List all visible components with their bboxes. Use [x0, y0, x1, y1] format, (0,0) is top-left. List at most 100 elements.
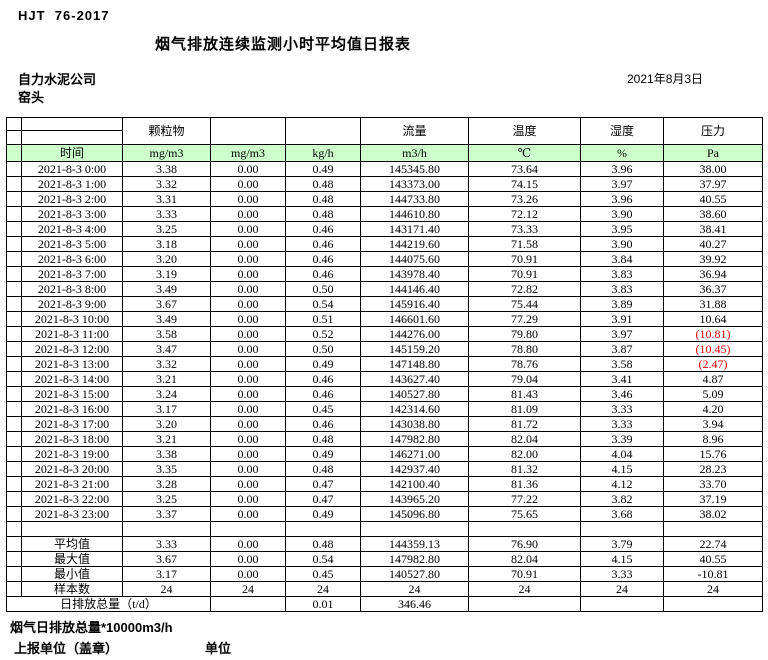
time-cell: 2021-8-3 20:00	[21, 461, 123, 477]
value-cell: 0.48	[285, 461, 361, 477]
row-spacer-cell	[6, 161, 22, 177]
value-cell: 75.65	[468, 506, 581, 522]
time-cell: 2021-8-3 4:00	[21, 221, 123, 237]
standard-code: HJT 76-2017	[18, 8, 110, 23]
time-cell: 2021-8-3 22:00	[21, 491, 123, 507]
value-cell: 0.49	[285, 161, 361, 177]
value-cell: 144733.80	[360, 191, 469, 207]
value-cell: 3.21	[122, 431, 211, 447]
time-cell: 2021-8-3 17:00	[21, 416, 123, 432]
value-cell: 144610.80	[360, 206, 469, 222]
table-row: 2021-8-3 1:00 3.32 0.00 0.48 143373.00 74.15 3…	[6, 176, 763, 192]
row-spacer-cell	[6, 416, 22, 432]
value-cell: 0.48	[285, 431, 361, 447]
time-cell: 2021-8-3 14:00	[21, 371, 123, 387]
time-header-top-cell	[21, 117, 123, 131]
time-header-bottom-cell	[21, 130, 123, 145]
value-cell: 146601.60	[360, 311, 469, 327]
daily-total-pm2	[210, 596, 286, 612]
table-row: 平均值 3.33 0.00 0.48 144359.13 76.90 3.79 22.74	[6, 536, 763, 552]
value-cell: 3.41	[580, 371, 664, 387]
value-cell: 0.00	[210, 476, 286, 492]
value-cell: 0.00	[210, 281, 286, 297]
value-cell: 3.39	[580, 431, 664, 447]
value-cell: 0.49	[285, 446, 361, 462]
value-cell: 0.49	[285, 506, 361, 522]
time-cell: 2021-8-3 1:00	[21, 176, 123, 192]
time-cell: 2021-8-3 21:00	[21, 476, 123, 492]
col-header-blank2	[285, 117, 361, 145]
value-cell: 78.80	[468, 341, 581, 357]
value-cell: 0.00	[210, 491, 286, 507]
value-cell: 4.04	[580, 446, 664, 462]
value-cell: 3.24	[122, 386, 211, 402]
row-spacer-cell	[6, 266, 22, 282]
value-cell: 3.84	[580, 251, 664, 267]
value-cell: 0.00	[210, 236, 286, 252]
value-cell: 3.97	[580, 326, 664, 342]
value-cell: 24	[210, 581, 286, 597]
value-cell: 4.15	[580, 461, 664, 477]
value-cell: 3.33	[122, 536, 211, 552]
value-cell: 40.55	[663, 551, 763, 567]
value-cell: 3.89	[580, 296, 664, 312]
value-cell: 81.32	[468, 461, 581, 477]
value-cell: 37.19	[663, 491, 763, 507]
value-cell: 38.00	[663, 161, 763, 177]
page-title: 烟气排放连续监测小时平均值日报表	[155, 36, 412, 53]
unit-cell-flow: m3/h	[360, 144, 469, 162]
value-cell: 0.00	[210, 566, 286, 582]
row-spacer-cell	[6, 206, 22, 222]
time-cell: 2021-8-3 10:00	[21, 311, 123, 327]
table-row: 2021-8-3 21:00 3.28 0.00 0.47 142100.40 81.36…	[6, 476, 763, 492]
value-cell: 0.48	[285, 191, 361, 207]
value-cell: 144075.60	[360, 251, 469, 267]
value-cell: 82.00	[468, 446, 581, 462]
row-spacer-cell	[6, 251, 22, 267]
value-cell: 0.00	[210, 461, 286, 477]
value-cell: 3.17	[122, 566, 211, 582]
col-header-pressure: 压力	[663, 117, 763, 145]
value-cell: 3.33	[580, 401, 664, 417]
data-rows: 2021-8-3 0:00 3.38 0.00 0.49 145345.80 73.64 3…	[6, 161, 763, 522]
value-cell: 0.51	[285, 311, 361, 327]
time-cell: 2021-8-3 15:00	[21, 386, 123, 402]
time-cell: 2021-8-3 12:00	[21, 341, 123, 357]
table-row: 2021-8-3 12:00 3.47 0.00 0.50 145159.20 78.80…	[6, 341, 763, 357]
table-row: 2021-8-3 8:00 3.49 0.00 0.50 144146.40 72.82 3…	[6, 281, 763, 297]
unit-cell-pm1: mg/m3	[122, 144, 211, 162]
col-header-pm: 颗粒物	[122, 117, 211, 145]
value-cell: 0.00	[210, 191, 286, 207]
value-cell: 0.48	[285, 536, 361, 552]
col-header-temp: 温度	[468, 117, 581, 145]
value-cell: 81.43	[468, 386, 581, 402]
value-cell: 0.46	[285, 416, 361, 432]
value-cell: 81.36	[468, 476, 581, 492]
table-row: 2021-8-3 15:00 3.24 0.00 0.46 140527.80 81.43…	[6, 386, 763, 402]
value-cell: 143965.20	[360, 491, 469, 507]
value-cell: 143627.40	[360, 371, 469, 387]
col-header-flow: 流量	[360, 117, 469, 145]
value-cell: 0.00	[210, 176, 286, 192]
row-spacer-cell	[6, 221, 22, 237]
value-cell: 73.33	[468, 221, 581, 237]
value-cell: 0.52	[285, 326, 361, 342]
value-cell: 3.68	[580, 506, 664, 522]
value-cell: 77.22	[468, 491, 581, 507]
value-cell: 0.00	[210, 296, 286, 312]
value-cell: 71.58	[468, 236, 581, 252]
value-cell: 3.95	[580, 221, 664, 237]
value-cell: 0.00	[210, 161, 286, 177]
value-cell: 0.00	[210, 341, 286, 357]
table-row: 2021-8-3 22:00 3.25 0.00 0.47 143965.20 77.22…	[6, 491, 763, 507]
daily-total-pressure	[663, 596, 763, 612]
table-row: 2021-8-3 23:00 3.37 0.00 0.49 145096.80 75.65…	[6, 506, 763, 522]
time-cell: 2021-8-3 6:00	[21, 251, 123, 267]
value-cell: 0.00	[210, 416, 286, 432]
value-cell: 70.91	[468, 251, 581, 267]
table-row: 2021-8-3 14:00 3.21 0.00 0.46 143627.40 79.04…	[6, 371, 763, 387]
value-cell: 3.37	[122, 506, 211, 522]
value-cell: 3.96	[580, 191, 664, 207]
value-cell: 0.46	[285, 266, 361, 282]
value-cell: 8.96	[663, 431, 763, 447]
